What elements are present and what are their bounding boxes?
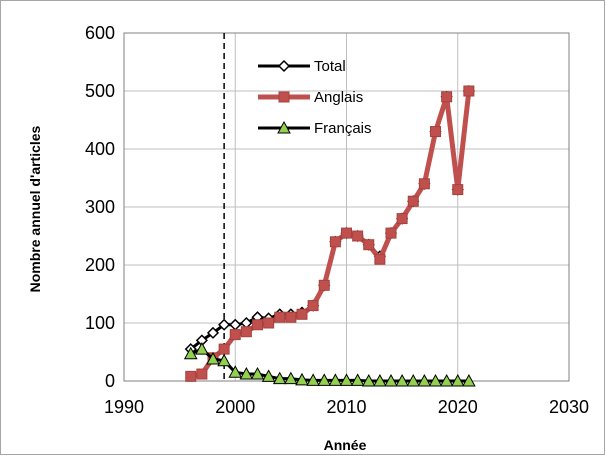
data-point bbox=[384, 373, 398, 387]
data-point bbox=[439, 373, 454, 387]
data-point bbox=[441, 91, 453, 103]
data-point bbox=[206, 326, 220, 339]
data-point bbox=[218, 343, 230, 355]
legend: Total Anglais Français bbox=[258, 58, 372, 137]
data-point bbox=[352, 230, 364, 242]
data-point bbox=[206, 351, 220, 365]
data-point bbox=[341, 227, 352, 239]
data-point bbox=[395, 373, 409, 387]
y-tick-label: 500 bbox=[85, 81, 115, 101]
legend-item: Total bbox=[258, 58, 346, 75]
x-axis-label: Année bbox=[324, 437, 367, 453]
data-point bbox=[361, 373, 376, 387]
legend-item: Anglais bbox=[258, 89, 363, 106]
data-point bbox=[250, 366, 265, 380]
x-tick-label: 2030 bbox=[549, 397, 589, 417]
data-point bbox=[450, 373, 465, 387]
y-tick-label: 600 bbox=[85, 23, 115, 43]
data-point bbox=[272, 371, 287, 385]
data-point bbox=[317, 373, 332, 386]
data-point bbox=[252, 319, 263, 331]
data-point bbox=[339, 373, 354, 386]
data-point bbox=[350, 373, 365, 386]
y-tick-label: 400 bbox=[85, 139, 115, 159]
data-point bbox=[418, 178, 430, 190]
data-point bbox=[263, 317, 275, 329]
data-point bbox=[417, 373, 432, 387]
y-tick-label: 100 bbox=[85, 313, 115, 333]
legend-item: Français bbox=[258, 120, 372, 137]
data-point bbox=[240, 326, 252, 338]
x-tick-label: 2010 bbox=[326, 397, 366, 417]
legend-marker bbox=[277, 120, 291, 134]
series-group bbox=[183, 84, 476, 387]
data-point bbox=[385, 227, 397, 239]
y-tick-label: 200 bbox=[85, 255, 115, 275]
data-point bbox=[406, 373, 421, 387]
tick-labels: 0 100 200 300 400 500 600 1990 2000 2010 2020 2030 bbox=[85, 23, 589, 417]
data-point bbox=[428, 373, 443, 387]
data-point bbox=[452, 184, 464, 196]
data-point bbox=[196, 368, 208, 380]
data-point bbox=[183, 346, 198, 360]
data-point bbox=[185, 370, 197, 382]
data-point bbox=[329, 236, 341, 248]
x-tick-label: 1990 bbox=[104, 397, 144, 417]
data-point bbox=[462, 373, 476, 387]
data-point bbox=[463, 85, 475, 97]
data-point bbox=[318, 279, 330, 291]
y-tick-label: 300 bbox=[85, 197, 115, 217]
data-point bbox=[374, 253, 386, 265]
data-point bbox=[195, 342, 209, 355]
data-point bbox=[218, 318, 231, 331]
legend-marker bbox=[277, 59, 291, 73]
data-point bbox=[295, 372, 309, 386]
data-point bbox=[430, 126, 441, 138]
data-point bbox=[363, 239, 375, 251]
y-tick-label: 0 bbox=[105, 371, 115, 391]
data-point bbox=[217, 353, 231, 367]
data-point bbox=[307, 300, 319, 312]
data-point bbox=[228, 365, 243, 378]
series-3 bbox=[183, 342, 476, 387]
data-point bbox=[306, 373, 320, 386]
legend-marker bbox=[278, 91, 290, 103]
x-tick-label: 2000 bbox=[215, 397, 255, 417]
data-point bbox=[261, 369, 276, 382]
x-tick-label: 2020 bbox=[438, 397, 478, 417]
data-point bbox=[285, 311, 297, 323]
data-point bbox=[396, 213, 408, 225]
y-axis-label: Nombre annuel d'articles bbox=[27, 125, 43, 292]
data-point bbox=[239, 366, 254, 380]
legend-label: Français bbox=[314, 120, 372, 137]
data-point bbox=[229, 329, 241, 341]
data-point bbox=[328, 373, 343, 386]
data-point bbox=[296, 308, 308, 320]
data-point bbox=[407, 195, 419, 207]
data-point bbox=[274, 311, 286, 323]
data-point bbox=[284, 371, 298, 385]
data-point bbox=[373, 373, 387, 387]
legend-label: Total bbox=[314, 58, 346, 75]
legend-label: Anglais bbox=[314, 89, 363, 106]
